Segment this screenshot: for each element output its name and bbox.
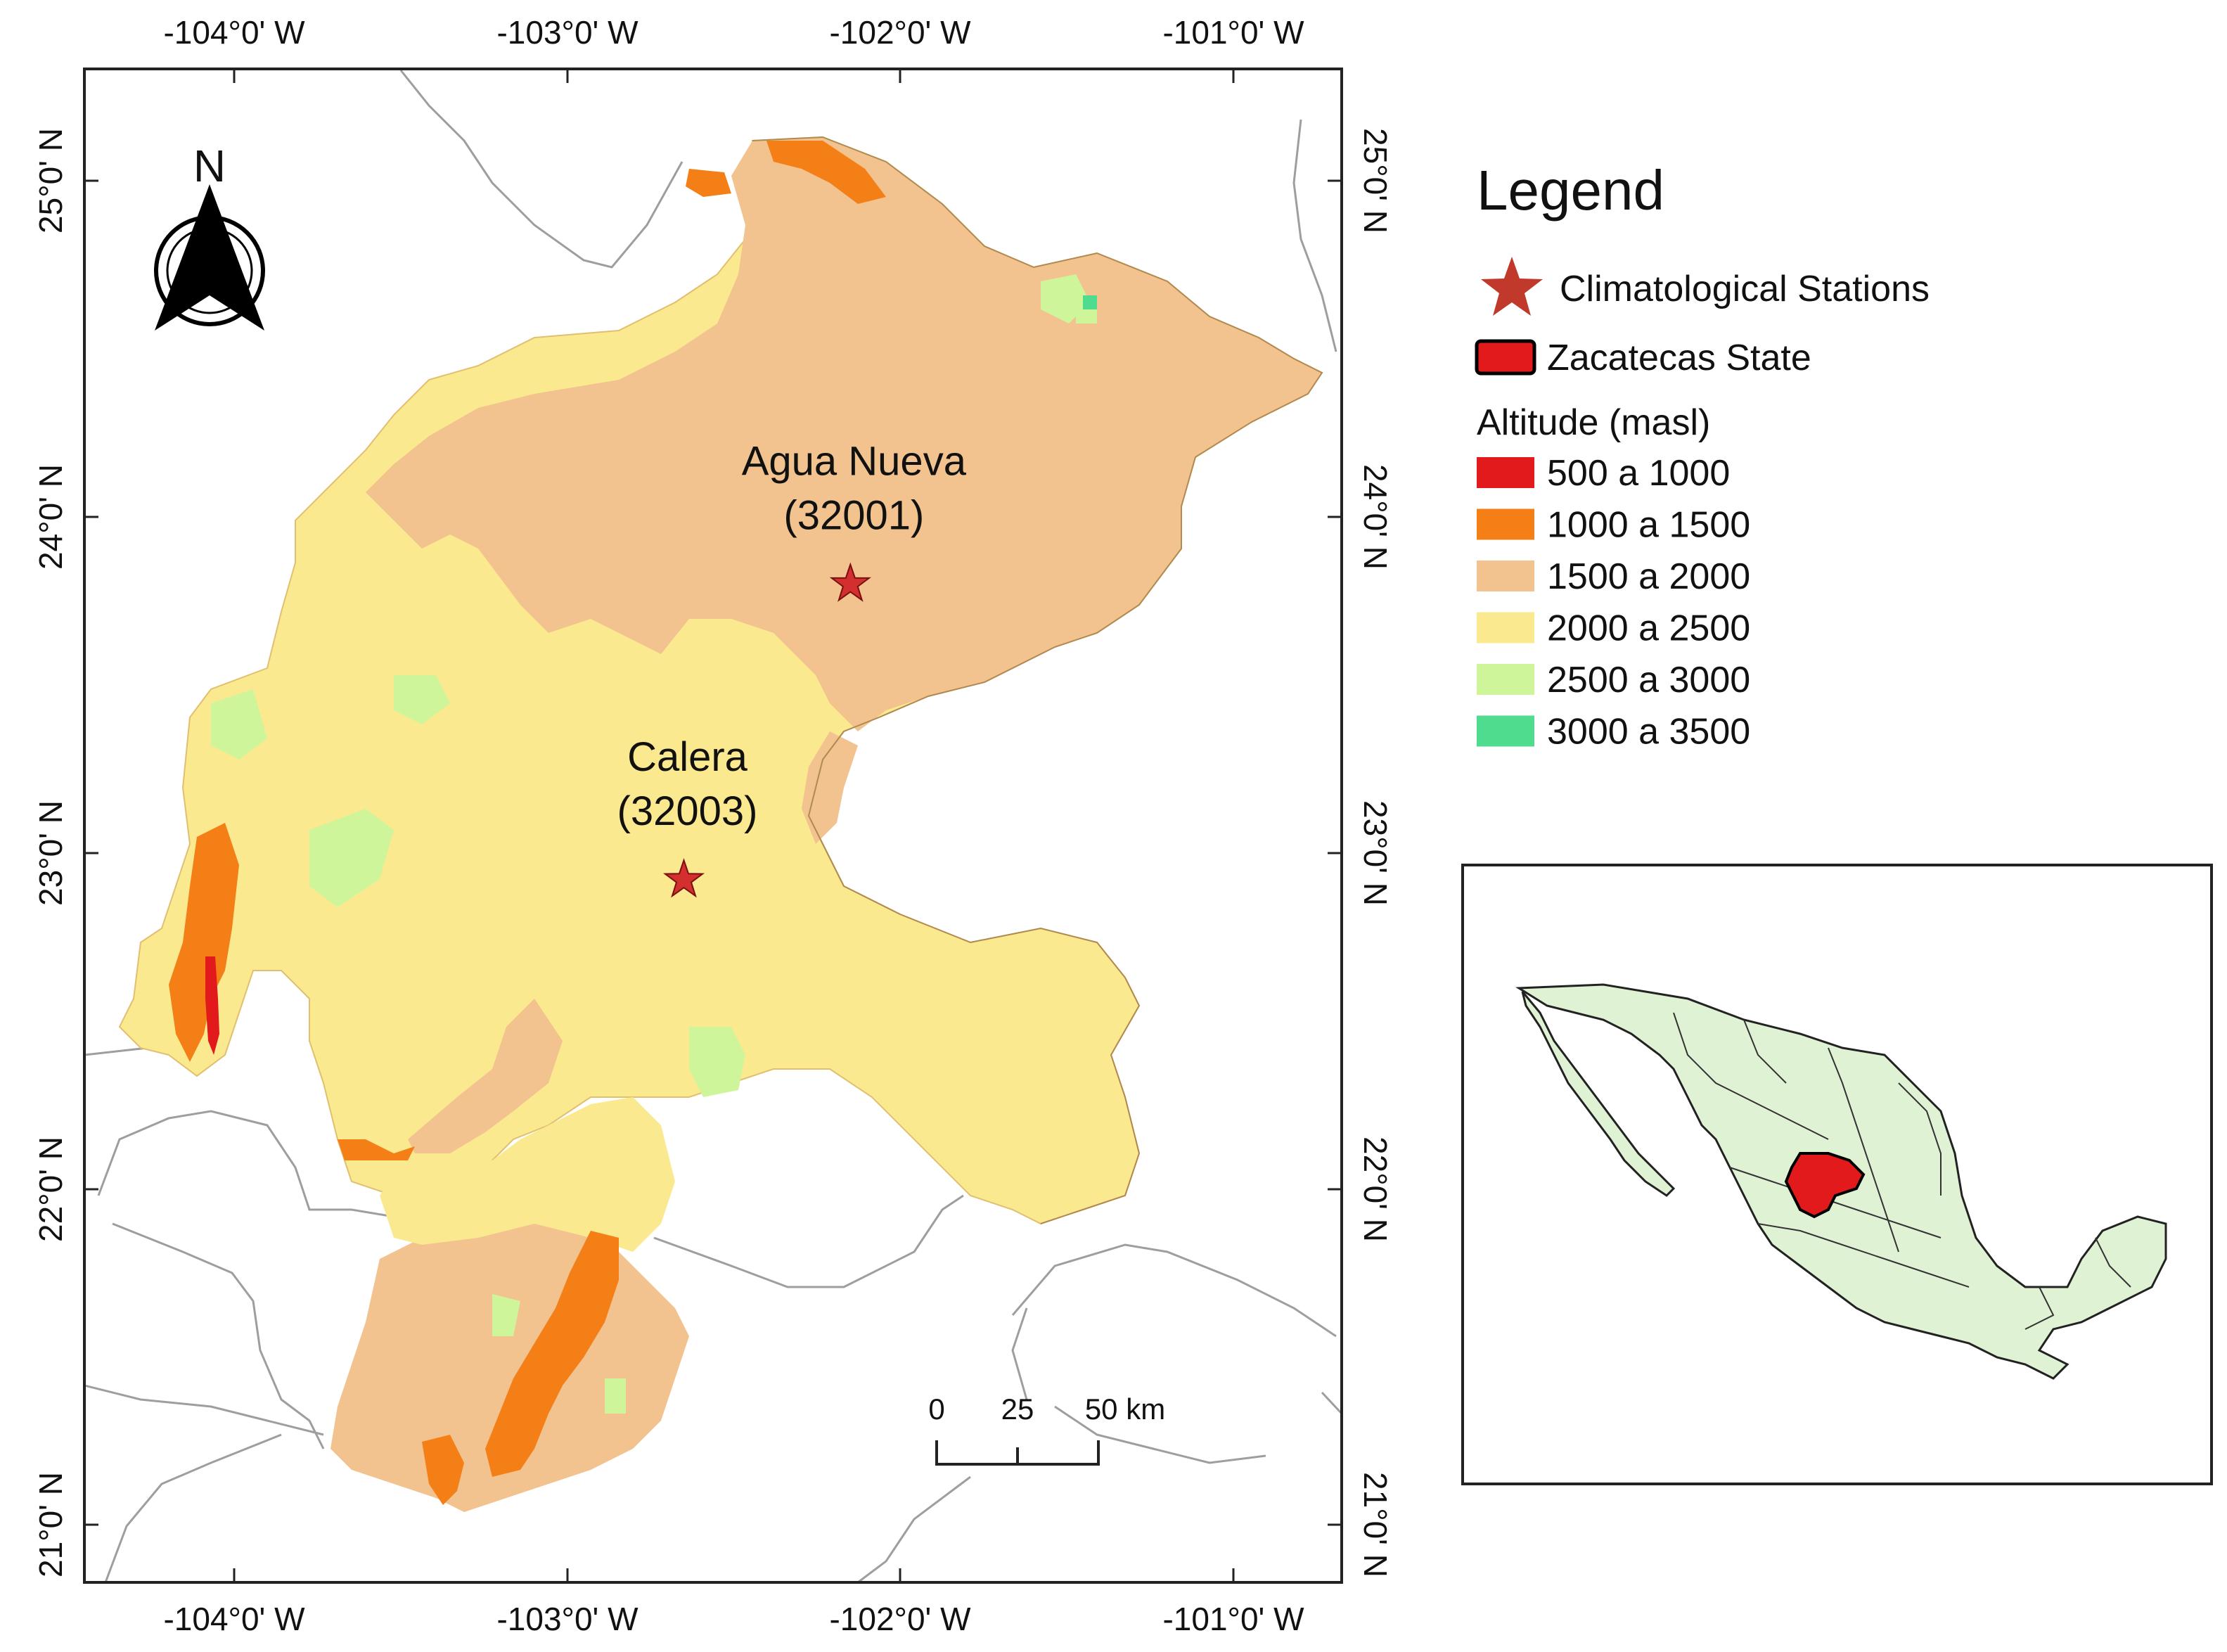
north-arrow: N (154, 141, 265, 331)
altitude-label: 500 a 1000 (1547, 453, 1730, 494)
left-axis-labels: 25°0' N 24°0' N 23°0' N 22°0' N 21°0' N (32, 128, 69, 1577)
zone-500-1000-west (205, 956, 219, 1055)
top-tick-label: -103°0' W (496, 14, 638, 51)
left-tick-label: 24°0' N (32, 464, 69, 570)
zacatecas-highlight (1784, 1152, 1866, 1219)
station-name: Calera (627, 734, 748, 780)
main-map: Agua Nueva (32001) Calera (32003) (83, 68, 1343, 1584)
bottom-tick-label: -101°0' W (1162, 1601, 1304, 1637)
right-axis-labels: 25°0' N 24°0' N 23°0' N 22°0' N 21°0' N (1357, 128, 1394, 1577)
scale-bar: 0 25 50 km (928, 1392, 1165, 1466)
altitude-swatch (1477, 715, 1534, 747)
stations-layer: Agua Nueva (32001) Calera (32003) (617, 439, 967, 898)
zone-1000-1500-southwest (422, 1435, 464, 1505)
scale-label-50: 50 km (1085, 1392, 1165, 1426)
station-star-icon (662, 858, 705, 898)
altitude-label: 3000 a 3500 (1547, 712, 1750, 753)
altitude-label: 1500 a 2000 (1547, 556, 1750, 597)
zone-2000-2500-south (380, 1097, 675, 1252)
right-tick-label: 25°0' N (1357, 128, 1394, 233)
altitude-title: Altitude (masl) (1477, 402, 1710, 443)
scale-label-0: 0 (928, 1392, 944, 1426)
right-tick-label: 23°0' N (1357, 800, 1394, 906)
baja-california (1521, 991, 1676, 1197)
map-frame (83, 68, 1343, 1584)
zone-1500-2000-c (408, 999, 563, 1167)
left-tick-label: 23°0' N (32, 800, 69, 906)
left-tick-label: 21°0' N (32, 1472, 69, 1577)
station-name: Agua Nueva (742, 439, 967, 485)
left-tick-label: 22°0' N (32, 1136, 69, 1242)
bottom-axis-labels: -104°0' W -103°0' W -102°0' W -101°0' W (163, 1601, 1304, 1637)
legend-stations-label: Climatological Stations (1560, 269, 1930, 309)
state-boundaries (84, 70, 1342, 1582)
zacatecas-altitude (118, 136, 1323, 1512)
station-star-icon (829, 562, 871, 602)
top-tick-label: -101°0' W (1162, 14, 1304, 51)
zone-1000-1500-northwest (686, 169, 731, 197)
frame-ticks (84, 69, 1342, 1582)
zone-1000-1500-west (169, 823, 239, 1062)
top-tick-label: -102°0' W (829, 14, 971, 51)
north-label: N (193, 141, 226, 191)
inset-map (1461, 864, 2213, 1485)
zone-3000-3500 (1083, 295, 1097, 309)
legend-title: Legend (1477, 159, 1664, 222)
legend: Legend Climatological Stations Zacatecas… (1475, 159, 1930, 753)
bottom-tick-label: -104°0' W (163, 1601, 305, 1637)
top-axis-labels: -104°0' W -103°0' W -102°0' W -101°0' W (163, 14, 1304, 51)
station-code: (32003) (617, 788, 758, 834)
right-tick-label: 21°0' N (1357, 1472, 1394, 1577)
altitude-swatch (1477, 612, 1534, 643)
altitude-swatch (1477, 457, 1534, 488)
zone-1000-1500-sw-edge (338, 1139, 415, 1160)
right-tick-label: 24°0' N (1357, 464, 1394, 570)
zone-1500-2000-b (802, 731, 858, 844)
altitude-label: 2000 a 2500 (1547, 608, 1750, 649)
bottom-tick-label: -102°0' W (829, 1601, 971, 1637)
zone-1000-1500-south (485, 1231, 619, 1477)
altitude-classes: 500 a 1000 1000 a 1500 1500 a 2000 2000 a 2… (1477, 453, 1750, 753)
scale-label-25: 25 (1001, 1392, 1034, 1426)
altitude-label: 1000 a 1500 (1547, 505, 1750, 546)
right-tick-label: 22°0' N (1357, 1136, 1394, 1242)
station-star-icon (1481, 257, 1543, 316)
altitude-swatch (1477, 561, 1534, 591)
altitude-swatch (1477, 664, 1534, 695)
inset-state-lines (1673, 1012, 2131, 1330)
state-swatch (1475, 339, 1536, 376)
bottom-tick-label: -103°0' W (496, 1601, 638, 1637)
altitude-swatch (1477, 508, 1534, 540)
top-tick-label: -104°0' W (163, 14, 305, 51)
station-code: (32001) (783, 493, 924, 539)
zone-1000-1500-north (766, 141, 886, 204)
altitude-label: 2500 a 3000 (1547, 660, 1750, 700)
legend-state-label: Zacatecas State (1547, 338, 1811, 378)
left-tick-label: 25°0' N (32, 128, 69, 233)
zone-1500-2000 (366, 137, 1322, 731)
